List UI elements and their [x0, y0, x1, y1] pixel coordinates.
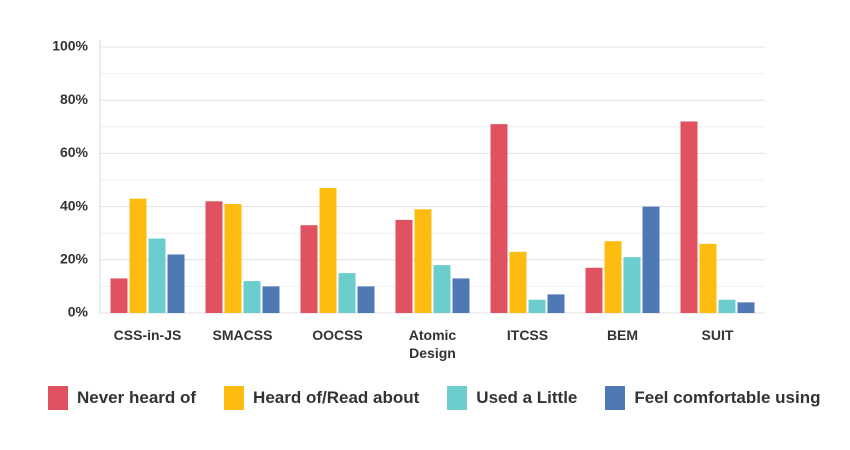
- bar: [585, 267, 603, 313]
- bar: [718, 299, 736, 313]
- x-tick-label: SUIT: [701, 327, 734, 343]
- bar: [699, 243, 717, 313]
- bar: [433, 265, 451, 313]
- y-tick-label: 100%: [52, 38, 88, 54]
- bar: [338, 273, 356, 313]
- bar: [452, 278, 470, 313]
- bar: [737, 302, 755, 313]
- legend-label: Feel comfortable using: [634, 388, 821, 407]
- bar: [167, 254, 185, 313]
- bar: [490, 124, 508, 313]
- legend-swatch: [605, 386, 626, 410]
- bar: [395, 219, 413, 313]
- bar: [129, 198, 147, 313]
- bar: [509, 251, 527, 313]
- bar: [680, 121, 698, 313]
- legend-swatch: [48, 386, 68, 410]
- legend-item: Feel comfortable using: [605, 386, 820, 410]
- legend: Never heard of Heard of/Read about Used a …: [48, 386, 820, 410]
- bar: [623, 257, 641, 313]
- bar: [642, 206, 660, 313]
- bar: [547, 294, 565, 313]
- bar: [604, 241, 622, 313]
- legend-item: Used a Little: [447, 386, 577, 410]
- bar: [148, 238, 166, 313]
- bar: [528, 299, 546, 313]
- bar: [319, 187, 337, 313]
- legend-label: Never heard of: [77, 388, 197, 407]
- bar: [110, 278, 128, 313]
- bar: [205, 201, 223, 313]
- legend-swatch: [447, 386, 468, 410]
- bar: [300, 225, 318, 313]
- legend-item: Never heard of: [48, 386, 196, 410]
- legend-label: Heard of/Read about: [253, 388, 420, 407]
- y-tick-label: 0%: [68, 304, 89, 320]
- bar: [357, 286, 375, 313]
- legend-item: Heard of/Read about: [224, 386, 419, 410]
- y-tick-label: 20%: [60, 251, 89, 267]
- bar: [262, 286, 280, 313]
- legend-swatch: [224, 386, 245, 410]
- legend-label: Used a Little: [476, 388, 578, 407]
- bar: [224, 203, 242, 313]
- bar: [243, 281, 261, 313]
- x-tick-label: OOCSS: [312, 327, 363, 343]
- x-tick-label: SMACSS: [212, 327, 273, 343]
- x-tick-label: BEM: [606, 327, 639, 343]
- y-tick-label: 40%: [60, 197, 89, 213]
- x-tick-label: ITCSS: [506, 327, 549, 343]
- y-tick-label: 60%: [60, 144, 89, 160]
- x-tick-label: CSS-in-JS: [113, 327, 182, 343]
- bar: [414, 209, 432, 313]
- x-tick-label: Atomic Design: [408, 327, 457, 361]
- y-tick-label: 80%: [60, 91, 89, 107]
